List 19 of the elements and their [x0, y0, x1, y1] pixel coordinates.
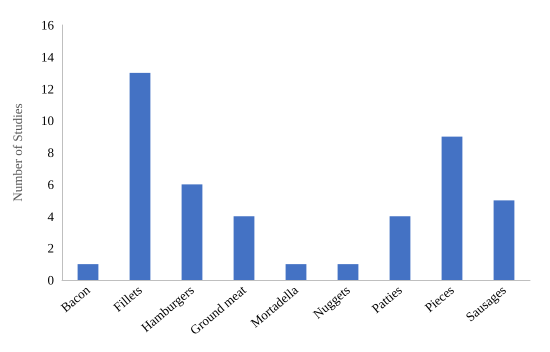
y-tick-label: 12 [41, 81, 54, 96]
bar [130, 72, 150, 280]
bar [338, 264, 358, 280]
bar [442, 136, 462, 280]
y-tick-label: 16 [41, 18, 54, 32]
y-tick-label: 2 [48, 240, 54, 256]
y-tick-label: 0 [48, 272, 54, 288]
y-tick-label: 10 [41, 113, 54, 128]
y-tick-label: 14 [41, 49, 54, 64]
y-tick-label: 6 [48, 176, 54, 192]
bar [182, 184, 202, 280]
y-axis-title: Number of Studies [10, 103, 25, 202]
y-tick-label: 8 [48, 145, 54, 160]
y-tick-label: 4 [48, 208, 54, 224]
bar [390, 216, 410, 280]
bar [234, 216, 254, 280]
bar [286, 264, 306, 280]
bar [78, 264, 98, 280]
bar [494, 200, 514, 280]
